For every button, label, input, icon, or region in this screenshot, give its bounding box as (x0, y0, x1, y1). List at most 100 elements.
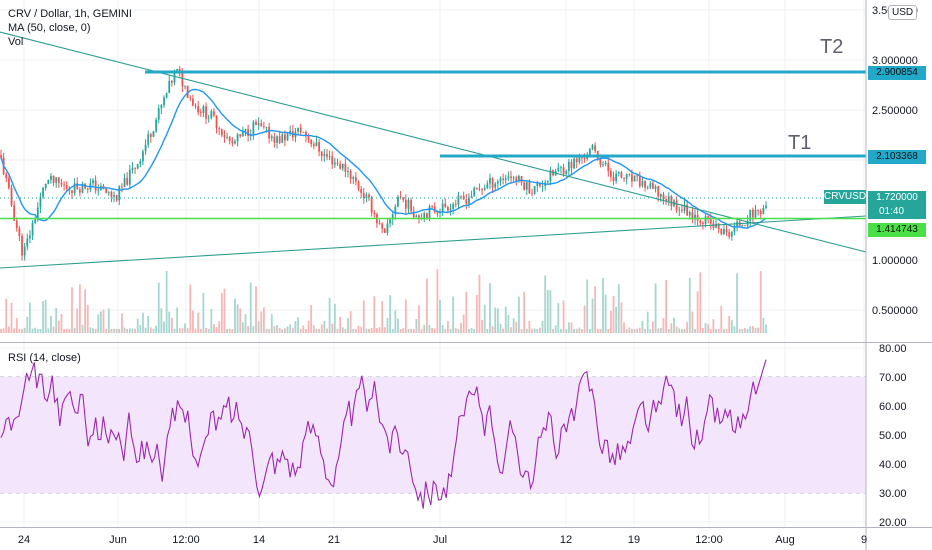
candle-body (55, 177, 58, 183)
volume-bar (126, 328, 129, 333)
candle (202, 104, 205, 118)
candle-body (483, 188, 486, 190)
ma-legend[interactable]: MA (50, close, 0) (8, 22, 91, 34)
candle (483, 184, 486, 191)
candle (510, 170, 512, 184)
rsi-tick-label: 50.00 (879, 430, 907, 442)
candle-body (504, 178, 507, 180)
price-tick-label: 2.500000 (872, 105, 918, 117)
volume-bar (378, 327, 381, 333)
candle-body (465, 199, 468, 204)
volume-bar (142, 312, 144, 333)
candle-body (586, 156, 589, 159)
candle (339, 160, 342, 170)
candle (667, 192, 670, 206)
volume-bar (73, 328, 76, 333)
volume-bar (326, 328, 328, 333)
candle (365, 192, 368, 203)
candle-body (241, 131, 244, 137)
candle (454, 199, 457, 208)
volume-bar (121, 313, 123, 333)
volume-bar (394, 310, 397, 333)
volume-bar (260, 311, 263, 333)
volume-bar (638, 327, 641, 333)
candle-body (123, 177, 126, 187)
candle (189, 95, 192, 102)
volume-bar (68, 328, 71, 333)
volume-bar (691, 311, 694, 333)
candle (517, 174, 520, 183)
currency-button[interactable]: USD (888, 5, 918, 20)
volume-bar (7, 326, 10, 333)
candle (60, 178, 63, 188)
vol-legend[interactable]: Vol (8, 36, 24, 48)
candle-body (410, 200, 413, 212)
volume-bar (220, 293, 223, 333)
candle (260, 119, 263, 127)
candle-body (197, 105, 200, 113)
candle-body (436, 211, 439, 214)
candle-body (347, 171, 349, 172)
candle-body (57, 177, 60, 183)
candle-body (44, 183, 47, 188)
volume-bar (678, 328, 681, 333)
volume-bar (328, 297, 331, 333)
candle-body (65, 185, 68, 189)
candle-body (415, 215, 418, 218)
candle-body (402, 197, 405, 200)
candle-body (29, 235, 31, 239)
volume-bar (315, 328, 318, 333)
candle (436, 211, 439, 217)
candle (55, 176, 58, 188)
candle (336, 158, 339, 167)
candle-body (604, 162, 607, 165)
candle (107, 190, 110, 196)
volume-bars (0, 269, 767, 333)
candle (678, 206, 681, 217)
candle-body (607, 162, 610, 171)
candle (5, 171, 8, 183)
trend-drawings[interactable] (0, 31, 867, 269)
candle-body (457, 195, 460, 205)
candle-body (517, 176, 520, 181)
volume-bar (475, 295, 478, 333)
time-tick-label: 21 (328, 534, 340, 546)
candle (410, 197, 413, 215)
volume-bar (10, 302, 13, 333)
candle-body (357, 181, 360, 190)
candle-body (686, 204, 689, 216)
volume-bar (504, 306, 507, 333)
candle-body (570, 161, 573, 169)
volume-bar (239, 308, 242, 333)
volume-bar (213, 324, 215, 333)
candle-body (659, 194, 662, 197)
symbol-legend[interactable]: CRV / Dollar, 1h, GEMINI (8, 8, 132, 20)
volume-bar (644, 328, 646, 333)
candle-body (725, 229, 728, 233)
rsi-legend[interactable]: RSI (14, close) (8, 352, 81, 364)
volume-bar (562, 300, 565, 333)
candle (215, 115, 218, 134)
volume-bar (262, 307, 265, 333)
volume-bar (234, 298, 236, 333)
candle-body (349, 171, 352, 180)
volume-bar (486, 328, 489, 333)
candle-body (60, 182, 63, 185)
volume-bar (128, 328, 131, 333)
candle (262, 121, 265, 130)
volume-bar (423, 324, 426, 333)
candle-body (489, 178, 491, 184)
candle-body (407, 200, 410, 209)
candle (636, 174, 639, 182)
candle-body (657, 186, 660, 197)
candle-body (539, 183, 541, 187)
candle (333, 157, 336, 168)
volume-bar (160, 308, 163, 333)
candle-body (557, 167, 560, 171)
volume-bar (478, 274, 481, 333)
volume-bar (286, 326, 289, 333)
volume-bar (662, 318, 665, 333)
volume-bar (52, 326, 55, 333)
